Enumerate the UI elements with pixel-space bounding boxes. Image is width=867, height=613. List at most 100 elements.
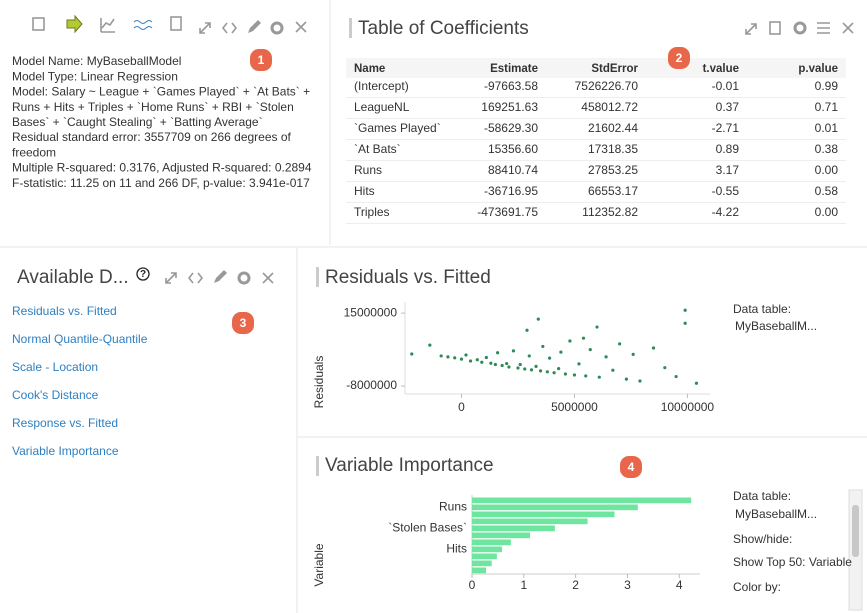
point <box>453 356 457 360</box>
cell: 3.17 <box>716 163 740 177</box>
copy-icon[interactable] <box>32 17 45 31</box>
point <box>588 347 592 352</box>
settings-icon[interactable] <box>237 271 251 285</box>
x-tick-label: 3 <box>624 578 631 592</box>
point <box>618 342 622 346</box>
point <box>541 344 545 349</box>
badge-bg <box>232 312 254 334</box>
list-icon[interactable] <box>817 22 830 34</box>
bar <box>472 532 531 539</box>
cell: LeagueNL <box>354 100 410 114</box>
chart-title: Variable Importance <box>325 455 494 476</box>
wave-icon[interactable] <box>133 20 153 30</box>
edit-icon[interactable] <box>214 270 227 283</box>
code-icon[interactable] <box>221 22 238 34</box>
bar <box>472 553 497 560</box>
header-row <box>346 58 846 78</box>
point <box>563 372 568 376</box>
settings-icon[interactable] <box>270 21 284 35</box>
bar <box>472 546 503 553</box>
point <box>611 368 615 372</box>
edit-icon[interactable] <box>248 20 261 33</box>
close-icon[interactable] <box>262 272 274 284</box>
cell: 21602.44 <box>588 121 638 135</box>
point <box>581 336 586 340</box>
analysis-link[interactable]: Normal Quantile-Quantile <box>12 332 148 346</box>
cell: -0.01 <box>712 79 740 93</box>
point <box>518 362 522 367</box>
point <box>674 374 678 379</box>
panel-title: Available D... <box>17 267 129 288</box>
point <box>527 354 531 358</box>
side-text: Show Top 50: Variable <box>733 555 852 569</box>
point <box>638 379 642 383</box>
cell: 88410.74 <box>488 163 538 177</box>
expand-icon[interactable] <box>745 23 757 35</box>
point <box>694 381 699 385</box>
point <box>595 325 599 329</box>
help-icon[interactable] <box>136 267 150 281</box>
point <box>484 355 488 360</box>
cell: -4.22 <box>712 205 740 219</box>
point <box>547 356 552 360</box>
point <box>545 370 549 374</box>
toolbar <box>136 267 274 285</box>
point <box>577 362 581 366</box>
column-header: Name <box>354 63 385 75</box>
point <box>459 357 464 361</box>
close-icon[interactable] <box>842 22 854 34</box>
analysis-link[interactable]: Scale - Location <box>12 360 98 374</box>
point <box>475 358 479 362</box>
point <box>557 367 561 371</box>
bar <box>472 504 638 511</box>
settings-icon[interactable] <box>793 21 807 35</box>
point <box>410 352 414 356</box>
cell: -0.55 <box>712 184 740 198</box>
expand-icon[interactable] <box>199 22 211 34</box>
point <box>464 353 468 357</box>
column-header: p.value <box>798 63 838 75</box>
cell: 17318.35 <box>588 142 638 156</box>
column-header: Estimate <box>490 63 538 75</box>
analysis-link[interactable]: Cook's Distance <box>12 388 99 402</box>
model-line: Model Type: Linear Regression <box>12 69 178 83</box>
point <box>529 368 534 372</box>
cell: 0.37 <box>716 100 740 114</box>
cell: Hits <box>354 184 375 198</box>
chart-title: Residuals vs. Fitted <box>325 267 491 288</box>
badge: 1 <box>258 53 265 67</box>
bar <box>472 511 615 518</box>
cell: 66553.17 <box>588 184 638 198</box>
analysis-link[interactable]: Variable Importance <box>12 444 119 458</box>
point <box>507 365 511 369</box>
cell: -36716.95 <box>484 184 538 198</box>
export-icon[interactable] <box>769 21 781 35</box>
calc-icon[interactable] <box>170 16 182 31</box>
bar <box>472 539 511 546</box>
close-icon[interactable] <box>295 21 307 33</box>
y-axis-label: Residuals <box>312 356 326 409</box>
x-tick-label: 0 <box>458 400 465 414</box>
point <box>683 308 687 312</box>
chart-icon[interactable] <box>100 18 115 33</box>
cell: 0.00 <box>815 205 839 219</box>
coefficients-table: Name Estimate StdError t.value p.value (Inter… <box>346 58 846 224</box>
point <box>439 354 443 358</box>
cell: 0.99 <box>815 79 839 93</box>
side-text: Show/hide: <box>733 532 792 546</box>
scroll-thumb[interactable] <box>852 505 859 557</box>
panel-title: Table of Coefficients <box>358 18 529 39</box>
bar <box>472 497 692 504</box>
export-icon[interactable] <box>66 14 83 34</box>
code-icon[interactable] <box>187 272 204 284</box>
expand-icon[interactable] <box>165 272 177 284</box>
analysis-link[interactable]: Residuals vs. Fitted <box>12 304 117 318</box>
cell: -97663.58 <box>484 79 538 93</box>
y-tick-label: Hits <box>446 542 467 556</box>
side-text: MyBaseballM... <box>735 507 817 521</box>
help[interactable]: ? <box>140 269 146 280</box>
analysis-link[interactable]: Response vs. Fitted <box>12 416 118 430</box>
cell: 0.01 <box>815 121 839 135</box>
